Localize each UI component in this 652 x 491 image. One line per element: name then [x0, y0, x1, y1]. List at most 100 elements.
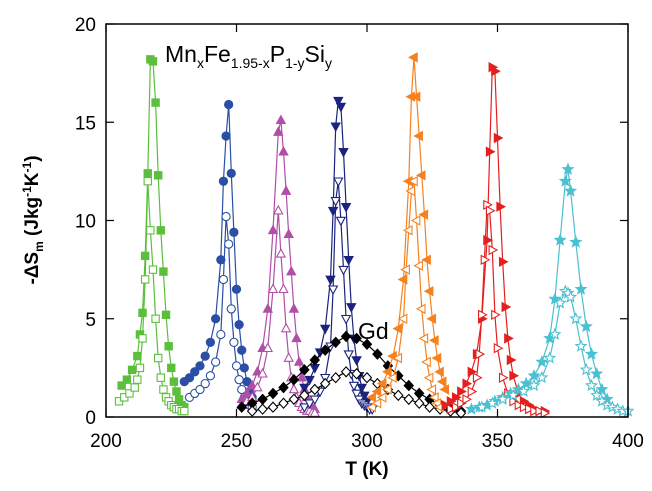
data-point — [611, 402, 625, 415]
data-point — [333, 177, 344, 188]
data-point — [371, 397, 382, 409]
data-point — [569, 311, 583, 325]
data-point — [376, 378, 387, 389]
formula-sub-y: y — [325, 55, 332, 71]
y-title-exp1: -1 — [20, 186, 34, 197]
data-point — [296, 371, 308, 382]
data-point — [205, 337, 216, 347]
data-point — [351, 332, 362, 345]
data-point — [525, 403, 535, 415]
data-point — [286, 265, 297, 276]
data-point — [338, 147, 349, 158]
data-point — [475, 400, 489, 413]
data-point — [231, 361, 242, 371]
data-point — [426, 384, 437, 395]
data-point — [288, 383, 300, 394]
series-16 — [475, 284, 635, 417]
data-point — [506, 354, 517, 366]
data-point — [400, 264, 410, 275]
data-point — [428, 335, 439, 346]
data-point — [122, 375, 132, 384]
data-point — [151, 314, 160, 323]
data-point — [413, 130, 423, 142]
y-tick-label: 5 — [85, 310, 96, 331]
data-point — [280, 185, 292, 195]
data-point — [451, 392, 462, 403]
data-point — [278, 397, 289, 410]
data-point — [224, 99, 234, 110]
data-point — [491, 309, 501, 321]
data-point — [403, 379, 415, 392]
data-point — [280, 322, 292, 333]
data-point — [146, 226, 155, 235]
data-point — [424, 401, 435, 413]
data-point — [140, 251, 150, 261]
data-point — [434, 366, 444, 378]
data-point — [148, 57, 158, 66]
data-point — [590, 366, 604, 380]
y-tick-label: 10 — [75, 212, 96, 233]
data-point — [413, 260, 423, 271]
data-point — [436, 376, 447, 387]
data-point — [392, 323, 403, 334]
data-point — [519, 401, 530, 413]
y-title-units-prefix: (Jkg — [22, 197, 43, 241]
data-point — [278, 283, 289, 294]
data-point — [584, 347, 598, 360]
data-point — [356, 383, 368, 394]
series-13 — [441, 61, 551, 417]
data-point — [262, 342, 274, 353]
data-point — [439, 384, 450, 395]
data-point — [462, 378, 473, 389]
data-point — [231, 284, 242, 294]
data-point — [140, 275, 150, 284]
data-point — [340, 314, 352, 325]
data-point — [161, 310, 171, 320]
formula-annotation: MnxFe1.95-xP1-ySiy — [165, 41, 332, 71]
data-point — [366, 392, 376, 403]
data-point — [216, 255, 226, 265]
data-point — [509, 370, 520, 381]
x-tick-label: 400 — [612, 431, 644, 452]
data-point — [413, 387, 425, 400]
data-point — [535, 370, 549, 384]
formula-sub-fe: 1.95-x — [231, 55, 270, 71]
data-point — [216, 329, 226, 340]
data-point — [579, 363, 593, 376]
data-point — [381, 384, 392, 395]
data-point — [288, 303, 300, 313]
data-point — [267, 387, 279, 400]
data-point — [252, 365, 263, 376]
data-point — [153, 353, 163, 363]
data-point — [376, 392, 387, 403]
data-point — [423, 372, 434, 383]
data-point — [278, 145, 289, 156]
data-point — [561, 162, 575, 176]
data-point — [397, 313, 408, 325]
data-point — [299, 383, 310, 394]
data-point — [402, 225, 413, 236]
data-point — [441, 399, 452, 411]
data-point — [143, 176, 152, 186]
data-point — [309, 395, 321, 406]
data-point — [418, 209, 429, 220]
series-line — [241, 335, 462, 412]
data-point — [372, 348, 383, 360]
data-point — [267, 224, 279, 235]
series-14 — [446, 199, 551, 419]
data-point — [330, 122, 341, 133]
data-point — [351, 389, 362, 400]
series-3 — [179, 99, 257, 402]
data-point — [226, 168, 236, 178]
data-point — [340, 330, 352, 343]
data-point — [346, 303, 357, 313]
data-point — [327, 206, 339, 217]
data-point — [371, 386, 382, 397]
data-point — [475, 348, 486, 360]
data-point — [190, 367, 200, 377]
data-point — [273, 126, 284, 136]
y-title-sub: m — [32, 241, 46, 252]
data-point — [491, 65, 501, 77]
data-point — [564, 290, 578, 303]
data-point — [467, 366, 478, 378]
